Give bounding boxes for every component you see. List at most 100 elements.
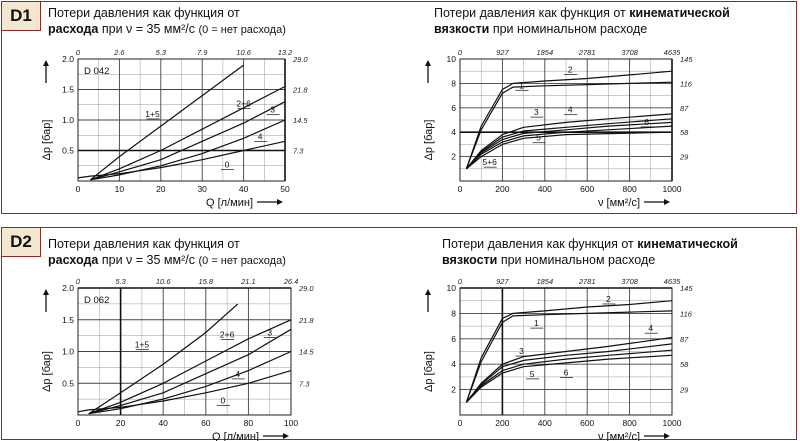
top-tick-label: 1854 [536, 48, 553, 57]
y-tick-label: 1.0 [62, 347, 74, 357]
x-tick-label: 0 [458, 184, 463, 194]
x-tick-label: 0 [76, 184, 81, 194]
right-tick-label: 21.8 [298, 316, 314, 325]
series-label-1: 1 [519, 80, 524, 90]
series-line-5p6 [466, 131, 673, 170]
title-main: Потери давления как функция от [434, 6, 630, 20]
y-tick-label: 2 [451, 152, 456, 162]
series-line-3 [90, 101, 286, 181]
top-tick-label: 3708 [621, 277, 639, 286]
title-bold: расхода [48, 253, 99, 267]
top-tick-label: 21.1 [240, 277, 256, 286]
title-bold: кинематической [637, 237, 738, 251]
top-tick-label: 5.3 [156, 48, 167, 57]
y-tick-label: 10 [447, 54, 457, 64]
right-tick-label: 29.0 [298, 284, 314, 293]
right-tick-label: 14.5 [293, 116, 308, 125]
title-line-1: Потери давления как функция от [48, 237, 240, 251]
series-line-4 [465, 336, 673, 403]
series-label-2: 2 [568, 64, 573, 74]
title-line-1: Потери давления как функция от кинематич… [434, 5, 730, 21]
x-tick-label: 60 [201, 418, 211, 428]
y-axis-label: Δp [бар] [41, 120, 53, 161]
y-tick-label: 1.5 [62, 85, 74, 95]
title-line-2: вязкости при номинальном расходе [442, 252, 738, 268]
series-line-1p5 [90, 64, 244, 181]
top-tick-label: 2.6 [113, 48, 125, 57]
series-line-1 [465, 310, 673, 403]
top-tick-label: 2781 [578, 48, 596, 57]
series-line-2 [465, 300, 673, 403]
series-line-0 [77, 370, 292, 413]
panel-tag: D1 [2, 2, 41, 31]
series-label-3: 3 [534, 107, 539, 117]
series-line-5 [465, 121, 673, 170]
y-tick-label: 0.5 [62, 146, 74, 156]
title-line-2: расхода при ν = 35 мм²/с (0 = нет расход… [48, 21, 286, 38]
series-line-4 [465, 113, 673, 170]
x-tick-label: 600 [580, 418, 594, 428]
y-tick-label: 1.5 [62, 315, 74, 325]
title-tail: при номинальном расходе [497, 253, 656, 267]
series-label-4: 4 [258, 132, 263, 142]
series-line-6 [465, 125, 673, 170]
top-tick-label: 2781 [578, 277, 596, 286]
right-tick-label: 29 [679, 386, 689, 395]
y-tick-label: 0.5 [62, 378, 74, 388]
top-tick-label: 927 [496, 48, 509, 57]
right-tick-label: 29.0 [292, 55, 308, 64]
right-tick-label: 145 [680, 55, 693, 64]
x-tick-label: 10 [115, 184, 125, 194]
series-line-5 [465, 349, 673, 403]
right-tick-label: 7.3 [293, 147, 304, 156]
x-tick-label: 600 [580, 184, 594, 194]
series-label-2: 2 [606, 294, 611, 304]
series-label-3: 3 [270, 105, 275, 115]
title-cond: при ν = 35 мм²/с [98, 22, 199, 36]
title-main: Потери давления как функция от [442, 237, 638, 251]
model-label: D 042 [84, 66, 109, 77]
x-tick-label: 100 [284, 418, 298, 428]
x-tick-label: 400 [538, 418, 552, 428]
top-tick-label: 10.6 [156, 277, 171, 286]
y-axis-label: Δp [бар] [41, 351, 53, 392]
x-tick-label: 800 [623, 418, 637, 428]
right-tick-label: 87 [680, 335, 689, 344]
top-tick-label: 0 [458, 277, 463, 286]
y-tick-label: 6 [451, 103, 456, 113]
x-tick-label: 40 [239, 184, 249, 194]
top-tick-label: 10.6 [236, 48, 251, 57]
x-axis-arrowhead [277, 199, 283, 205]
y-axis-label: Δp [бар] [423, 351, 435, 392]
series-label-5: 5 [530, 369, 535, 379]
series-label-0: 0 [220, 396, 225, 406]
x-axis-label: Q [л/мин] [206, 197, 253, 209]
top-tick-label: 26.4 [283, 277, 299, 286]
right-tick-label: 58 [680, 128, 689, 137]
top-tick-label: 4635 [664, 48, 682, 57]
y-tick-label: 4 [451, 359, 456, 369]
series-label-5p6: 5+6 [482, 157, 497, 167]
x-tick-label: 50 [280, 184, 290, 194]
series-line-2 [465, 70, 673, 169]
y-tick-label: 8 [451, 308, 456, 318]
title-line-2: расхода при ν = 35 мм²/с (0 = нет расход… [48, 252, 286, 269]
top-tick-label: 0 [76, 277, 81, 286]
series-label-3: 3 [519, 346, 524, 356]
top-tick-label: 4635 [664, 277, 682, 286]
visc-chart-title: Потери давления как функция от кинематич… [434, 5, 730, 37]
y-axis-label: Δp [бар] [423, 120, 435, 161]
right-tick-label: 116 [680, 309, 693, 318]
y-tick-label: 2.0 [62, 283, 74, 293]
top-tick-label: 927 [496, 277, 509, 286]
y-tick-label: 1.0 [62, 115, 74, 125]
x-tick-label: 20 [156, 184, 166, 194]
top-tick-label: 13.2 [278, 48, 293, 57]
x-tick-label: 1000 [663, 184, 682, 194]
panel-d1: D1 Потери давления как функция от расход… [1, 1, 797, 214]
series-label-6: 6 [644, 117, 649, 127]
visc-chart-title: Потери давления как функция от кинематич… [442, 236, 738, 268]
y-axis-arrowhead [43, 289, 49, 295]
right-tick-label: 145 [680, 284, 693, 293]
